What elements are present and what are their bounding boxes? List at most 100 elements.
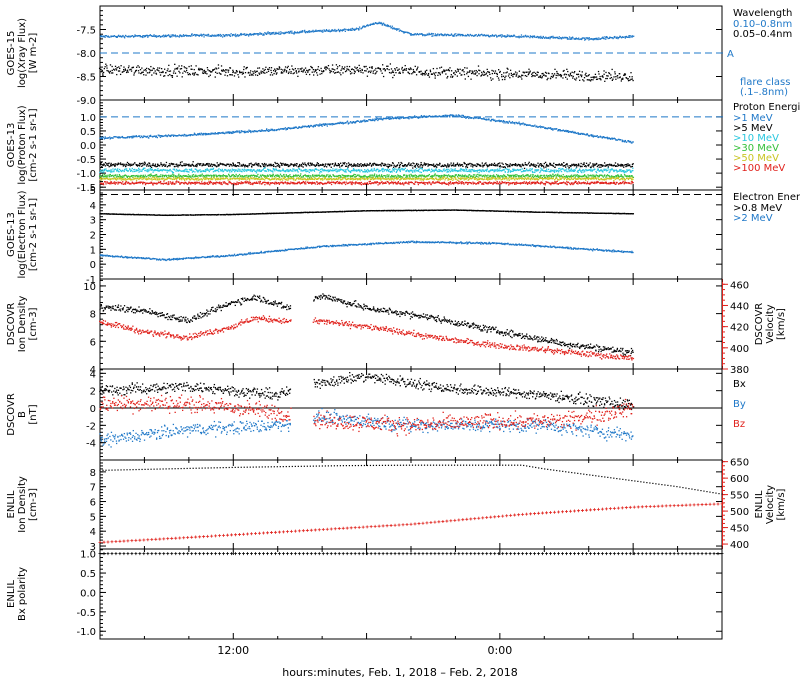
- data-point: [532, 37, 533, 38]
- data-point: [271, 33, 272, 34]
- data-point: [307, 176, 308, 177]
- data-point: [179, 170, 180, 171]
- data-point: [272, 33, 273, 34]
- data-point: [435, 168, 436, 169]
- data-point: [462, 166, 463, 167]
- data-point: [338, 169, 339, 170]
- data-point: [437, 75, 438, 76]
- data-point: [242, 72, 243, 73]
- data-point: [466, 35, 467, 36]
- data-point: [466, 170, 467, 171]
- data-point: [201, 134, 202, 135]
- data-point: [268, 69, 269, 70]
- data-point: [472, 117, 473, 118]
- data-point: [571, 75, 572, 76]
- data-point: [141, 163, 142, 164]
- data-point: [483, 71, 484, 72]
- data-point: [244, 33, 245, 34]
- data-point: [489, 164, 490, 165]
- data-point: [385, 169, 386, 170]
- data-point: [420, 162, 421, 163]
- data-point: [207, 168, 208, 169]
- data-point: [160, 176, 161, 177]
- data-point: [312, 72, 313, 73]
- data-point: [442, 171, 443, 172]
- data-point: [384, 24, 385, 25]
- data-point: [396, 118, 397, 119]
- data-point: [405, 65, 406, 66]
- data-point: [514, 122, 515, 123]
- data-point: [307, 170, 308, 171]
- data-point: [460, 170, 461, 171]
- data-point: [328, 29, 329, 30]
- data-point: [460, 169, 461, 170]
- data-point: [178, 175, 179, 176]
- data-point: [409, 175, 410, 176]
- data-point: [522, 75, 523, 76]
- data-point: [123, 164, 124, 165]
- data-point: [563, 37, 564, 38]
- data-point: [130, 136, 131, 137]
- data-point: [122, 136, 123, 137]
- data-point: [593, 165, 594, 166]
- data-point: [125, 36, 126, 37]
- data-point: [309, 172, 310, 173]
- data-point: [301, 127, 302, 128]
- data-point: [102, 169, 103, 170]
- data-point: [411, 175, 412, 176]
- data-point: [422, 165, 423, 166]
- data-point: [301, 68, 302, 69]
- data-point: [230, 169, 231, 170]
- data-point: [578, 76, 579, 77]
- data-point: [451, 164, 452, 165]
- data-point: [439, 163, 440, 164]
- data-point: [632, 76, 633, 77]
- data-point: [491, 80, 492, 81]
- data-point: [150, 173, 151, 174]
- data-point: [226, 69, 227, 70]
- data-point: [319, 123, 320, 124]
- data-point: [481, 171, 482, 172]
- data-point: [284, 128, 285, 129]
- data-point: [481, 72, 482, 73]
- data-point: [202, 174, 203, 175]
- data-point: [481, 118, 482, 119]
- data-point: [181, 161, 182, 162]
- data-point: [600, 38, 601, 39]
- data-point: [108, 163, 109, 164]
- data-point: [309, 69, 310, 70]
- data-point: [543, 170, 544, 171]
- data-point: [278, 33, 279, 34]
- data-point: [558, 73, 559, 74]
- data-point: [620, 76, 621, 77]
- data-point: [272, 74, 273, 75]
- data-point: [545, 167, 546, 168]
- data-point: [348, 69, 349, 70]
- data-point: [505, 122, 506, 123]
- data-point: [546, 75, 547, 76]
- legend-title: Wavelength: [733, 8, 792, 19]
- data-point: [420, 116, 421, 117]
- data-point: [211, 176, 212, 177]
- data-point: [608, 169, 609, 170]
- data-point: [279, 129, 280, 130]
- data-point: [339, 72, 340, 73]
- data-point: [329, 171, 330, 172]
- data-point: [456, 116, 457, 117]
- data-point: [455, 33, 456, 34]
- data-point: [532, 75, 533, 76]
- data-point: [128, 170, 129, 171]
- data-point: [477, 171, 478, 172]
- data-point: [106, 70, 107, 71]
- data-point: [518, 77, 519, 78]
- data-point: [138, 72, 139, 73]
- data-point: [191, 170, 192, 171]
- data-point: [374, 173, 375, 174]
- data-point: [305, 164, 306, 165]
- data-point: [459, 69, 460, 70]
- data-point: [198, 68, 199, 69]
- data-point: [439, 164, 440, 165]
- data-point: [563, 162, 564, 163]
- data-point: [274, 68, 275, 69]
- data-point: [422, 167, 423, 168]
